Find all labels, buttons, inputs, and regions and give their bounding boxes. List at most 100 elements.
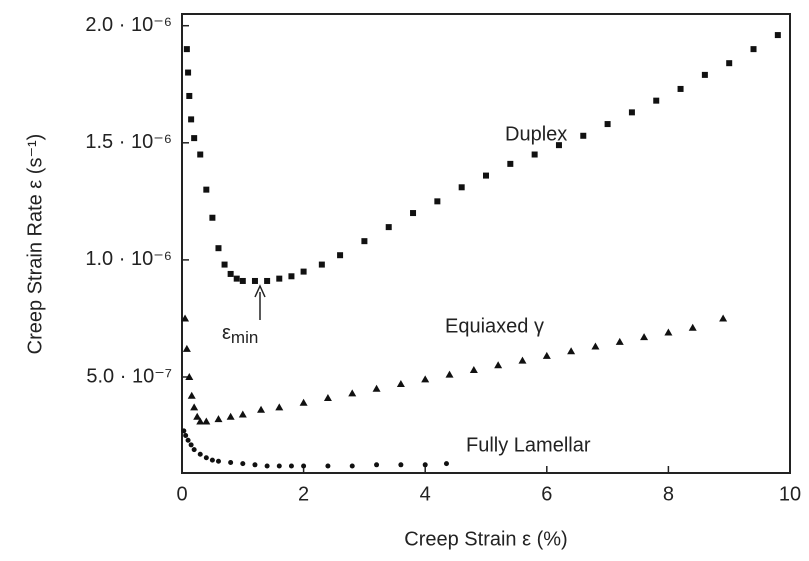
- data-point: [750, 46, 757, 53]
- data-point: [628, 109, 635, 116]
- data-point: [604, 121, 611, 128]
- data-point: [299, 398, 308, 406]
- annotation-arrowhead: [254, 284, 266, 298]
- data-point: [185, 372, 194, 380]
- data-point: [191, 135, 198, 142]
- data-point: [239, 277, 246, 284]
- data-point: [372, 384, 381, 392]
- data-point: [188, 442, 194, 448]
- data-point: [185, 437, 191, 443]
- data-point: [469, 365, 478, 373]
- data-point: [726, 60, 733, 67]
- series-label: Equiaxed γ: [445, 315, 544, 337]
- data-point: [187, 391, 196, 399]
- data-point: [531, 151, 538, 158]
- data-point: [615, 337, 624, 345]
- data-point: [221, 261, 228, 268]
- data-point: [422, 462, 428, 468]
- data-point: [226, 412, 235, 420]
- data-point: [182, 344, 191, 352]
- x-axis-title: Creep Strain ε (%): [404, 528, 567, 550]
- data-point: [238, 410, 247, 418]
- data-point: [227, 270, 234, 277]
- data-point: [337, 252, 344, 259]
- data-point: [197, 451, 203, 457]
- data-point: [398, 462, 404, 468]
- annotation-subscript: min: [231, 328, 258, 347]
- data-point: [183, 46, 190, 53]
- data-point: [202, 417, 211, 425]
- data-point: [181, 428, 187, 434]
- annotation: εmin: [222, 322, 258, 347]
- series-label: Duplex: [505, 123, 567, 145]
- data-point: [434, 198, 441, 205]
- data-point: [193, 412, 202, 420]
- data-point: [374, 462, 380, 468]
- y-tick-label: 1.0 · 10⁻⁶: [85, 248, 172, 270]
- data-point: [443, 461, 449, 467]
- y-tick-label: 1.5 · 10⁻⁶: [85, 131, 172, 153]
- data-point: [701, 71, 708, 78]
- data-point: [190, 403, 199, 411]
- data-point: [640, 333, 649, 341]
- data-point: [542, 351, 551, 359]
- data-point: [203, 455, 209, 461]
- data-point: [410, 210, 417, 217]
- data-point: [774, 32, 781, 39]
- data-point: [264, 277, 271, 284]
- data-point: [288, 273, 295, 280]
- data-point: [555, 142, 562, 149]
- data-point: [233, 275, 240, 282]
- data-point: [507, 160, 514, 167]
- data-point: [275, 403, 284, 411]
- data-point: [677, 85, 684, 92]
- data-point: [215, 458, 221, 464]
- data-point: [228, 459, 234, 465]
- data-point: [251, 277, 258, 284]
- x-tick-label: 6: [541, 483, 552, 505]
- data-point: [323, 394, 332, 402]
- data-point: [240, 461, 246, 467]
- x-tick-label: 4: [420, 483, 431, 505]
- data-point: [318, 261, 325, 268]
- data-point: [483, 172, 489, 179]
- data-point: [664, 328, 673, 336]
- x-tick-label: 2: [298, 483, 309, 505]
- data-point: [188, 116, 195, 123]
- data-point: [348, 389, 357, 397]
- x-tick-label: 10: [779, 483, 801, 505]
- annotation-symbol: ε: [222, 322, 231, 344]
- data-point: [197, 151, 204, 158]
- data-point: [214, 415, 223, 423]
- data-point: [301, 463, 307, 469]
- data-point: [494, 361, 503, 369]
- data-point: [591, 342, 600, 350]
- data-point: [209, 457, 215, 463]
- data-point: [688, 323, 697, 331]
- data-point: [257, 405, 266, 413]
- series-label: Fully Lamellar: [466, 434, 591, 456]
- data-point: [196, 417, 205, 425]
- data-point: [264, 463, 270, 469]
- data-point: [186, 92, 193, 99]
- data-point: [361, 238, 368, 245]
- data-point: [518, 356, 527, 364]
- data-point: [458, 184, 465, 191]
- data-point: [203, 186, 210, 193]
- x-tick-label: 8: [663, 483, 674, 505]
- data-point: [567, 347, 576, 355]
- data-point: [181, 314, 190, 322]
- y-tick-label: 5.0 · 10⁻⁷: [86, 365, 172, 387]
- data-point: [349, 463, 355, 469]
- data-point: [385, 224, 392, 231]
- data-point: [580, 132, 587, 139]
- data-point: [185, 69, 192, 76]
- data-point: [183, 433, 189, 439]
- data-point: [276, 463, 282, 469]
- data-point: [653, 97, 660, 104]
- data-point: [719, 314, 728, 322]
- data-point: [325, 463, 331, 469]
- data-point: [288, 463, 294, 469]
- data-point: [396, 380, 405, 388]
